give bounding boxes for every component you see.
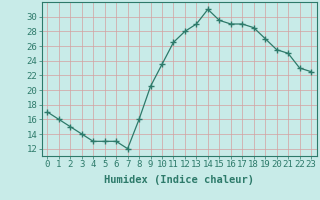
X-axis label: Humidex (Indice chaleur): Humidex (Indice chaleur) <box>104 175 254 185</box>
